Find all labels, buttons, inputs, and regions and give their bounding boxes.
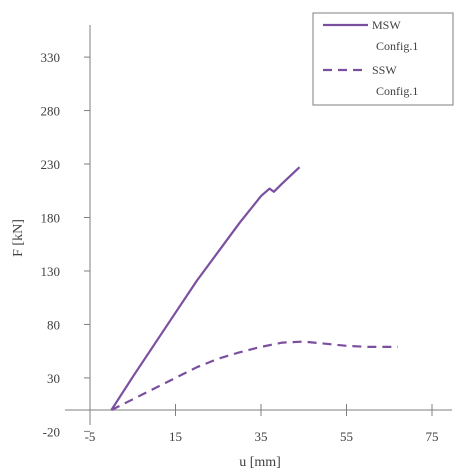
x-axis-title: u [mm]: [239, 455, 281, 470]
y-tick-label: 80: [47, 317, 60, 332]
tick-marks: [84, 56, 433, 432]
x-tick-label: 35: [255, 429, 268, 444]
series-line-ssw: [110, 340, 398, 411]
y-tick-label: 230: [41, 157, 61, 172]
x-tick-label: 15: [169, 429, 182, 444]
y-axis-title: F [kN]: [11, 219, 26, 257]
y-tick-label: 180: [41, 211, 61, 226]
series-layer: [110, 166, 398, 411]
legend-entries: MSW Config.1 SSW Config.1: [323, 18, 418, 98]
axes: [65, 25, 452, 425]
series-line-msw: [110, 166, 301, 411]
legend-label-line2: Config.1: [376, 39, 418, 53]
legend: MSW Config.1 SSW Config.1: [312, 12, 454, 106]
y-tick-label: -20: [43, 424, 60, 439]
y-tick-label: 30: [47, 371, 60, 386]
y-tick-label: 330: [41, 50, 61, 65]
y-tick-label: 130: [41, 264, 61, 279]
x-tick-label: -5: [85, 429, 96, 444]
legend-box: [312, 12, 454, 106]
x-tick-label: 55: [340, 429, 353, 444]
legend-label-line2: Config.1: [376, 84, 418, 98]
x-tick-label: 75: [426, 429, 439, 444]
tick-labels: -20 30 80 130 180 230 280 330 -5 15 35 55 75: [41, 50, 439, 444]
legend-label-line1: SSW: [372, 63, 397, 77]
y-tick-label: 280: [41, 104, 61, 119]
legend-label-line1: MSW: [372, 18, 401, 32]
